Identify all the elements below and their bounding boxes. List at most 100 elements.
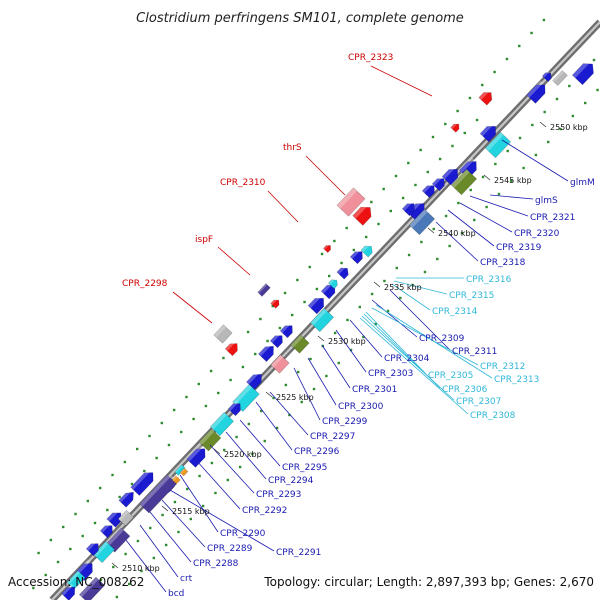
gene-label[interactable]: CPR_2323 <box>348 53 393 63</box>
gene-label[interactable]: CPR_2293 <box>256 490 301 500</box>
gene-label[interactable]: CPR_2305 <box>428 371 473 381</box>
gene-block <box>571 59 594 86</box>
gene-block <box>336 187 366 217</box>
track-dot <box>112 565 115 569</box>
leader-line <box>435 221 479 262</box>
track-dot <box>259 409 263 413</box>
leader-line <box>269 391 309 436</box>
gene-label[interactable]: CPR_2318 <box>480 258 526 268</box>
track-dot <box>333 239 336 243</box>
gene-label[interactable]: CPR_2295 <box>282 463 327 473</box>
track-dot <box>74 512 77 516</box>
track-dot <box>505 57 509 61</box>
gene-label[interactable]: CPR_2309 <box>419 334 465 344</box>
gene-block <box>78 576 106 600</box>
track-dot <box>185 395 188 399</box>
track-dot <box>259 317 262 321</box>
gene-label[interactable]: CPR_2315 <box>449 291 494 301</box>
track-dot <box>542 18 546 22</box>
track-dot <box>148 434 151 438</box>
track-dot <box>130 482 134 486</box>
gene-label[interactable]: CPR_2307 <box>456 397 501 407</box>
gene-label[interactable]: CPR_2294 <box>268 476 314 486</box>
scale-label: 2510 kbp <box>122 564 160 573</box>
gene-label[interactable]: CPR_2316 <box>466 275 512 285</box>
gene-label[interactable]: CPR_2311 <box>452 347 497 357</box>
leader-line <box>359 317 469 415</box>
track-dot <box>118 495 121 499</box>
track-dot <box>518 44 521 48</box>
gene-label[interactable]: CPR_2301 <box>352 385 397 395</box>
track-dot <box>364 235 368 239</box>
gene-label[interactable]: CPR_2313 <box>494 375 539 385</box>
track-dot <box>198 474 201 478</box>
track-dot <box>333 331 337 335</box>
gene-label[interactable]: CPR_2297 <box>310 432 355 442</box>
gene-label[interactable]: CPR_2308 <box>470 411 516 421</box>
track-dot <box>284 383 288 387</box>
track-dot <box>164 543 168 547</box>
gene-label[interactable]: CPR_2320 <box>514 229 560 239</box>
gene-label[interactable]: bcd <box>168 589 184 599</box>
scale-label: 2525 kbp <box>276 393 314 402</box>
track-dot <box>485 205 488 209</box>
gene-label[interactable]: CPR_2292 <box>242 506 287 516</box>
leader-line <box>307 357 337 406</box>
gene-label[interactable]: CPR_2300 <box>338 402 384 412</box>
gene-block <box>401 200 415 217</box>
track-dot <box>468 96 472 100</box>
track-dot <box>555 97 559 101</box>
track-dot <box>278 326 282 330</box>
track-dot <box>247 422 251 426</box>
gene-block <box>431 175 445 192</box>
track-dot <box>399 296 402 300</box>
leader-line <box>149 511 192 563</box>
track-dot <box>246 330 250 334</box>
track-dot <box>530 31 533 35</box>
gene-label[interactable]: CPR_2312 <box>480 362 525 372</box>
gene-label[interactable]: thrS <box>283 143 302 153</box>
track-dot <box>197 382 200 386</box>
track-dot <box>86 499 90 503</box>
gene-label[interactable]: crt <box>180 574 193 584</box>
gene-label[interactable]: CPR_2298 <box>122 279 168 289</box>
track-dot <box>506 149 509 153</box>
track-dot <box>407 161 410 165</box>
track-dot <box>518 136 522 140</box>
gene-label[interactable]: CPR_2304 <box>384 354 430 364</box>
track-dot <box>559 127 562 131</box>
gene-label[interactable]: ispF <box>195 235 213 245</box>
gene-label[interactable]: CPR_2290 <box>220 529 266 539</box>
leader-line <box>179 474 219 533</box>
gene-label[interactable]: glmM <box>570 178 595 188</box>
gene-label[interactable]: CPR_2299 <box>322 417 368 427</box>
gene-block <box>360 242 373 258</box>
gene-label[interactable]: CPR_2310 <box>220 178 266 188</box>
gene-label[interactable]: CPR_2291 <box>276 548 321 558</box>
track-dot <box>186 487 189 491</box>
gene-block <box>117 509 135 527</box>
gene-label[interactable]: CPR_2289 <box>207 544 253 554</box>
gene-label[interactable]: CPR_2321 <box>530 213 575 223</box>
gene-block <box>99 522 113 539</box>
gene-label[interactable]: CPR_2314 <box>432 307 478 317</box>
gene-label[interactable]: CPR_2296 <box>294 447 340 457</box>
track-dot <box>201 504 205 508</box>
track-dot <box>127 582 131 586</box>
gene-label[interactable]: CPR_2288 <box>193 559 239 569</box>
track-dot <box>481 175 485 179</box>
gene-label[interactable]: glmS <box>535 196 558 206</box>
gene-label[interactable]: CPR_2303 <box>368 369 413 379</box>
gene-block <box>309 307 335 333</box>
gene-label[interactable]: CPR_2319 <box>496 243 542 253</box>
gene-label[interactable]: CPR_2306 <box>442 385 488 395</box>
track-dot <box>312 387 316 391</box>
track-dot <box>135 447 139 451</box>
leader-line <box>393 280 448 295</box>
scale-label: 2520 kbp <box>224 450 262 459</box>
gene-block <box>61 583 76 600</box>
track-dot <box>346 318 349 322</box>
track-dot <box>571 114 575 118</box>
scale-label: 2545 kbp <box>494 176 532 185</box>
track-dot <box>177 530 180 534</box>
